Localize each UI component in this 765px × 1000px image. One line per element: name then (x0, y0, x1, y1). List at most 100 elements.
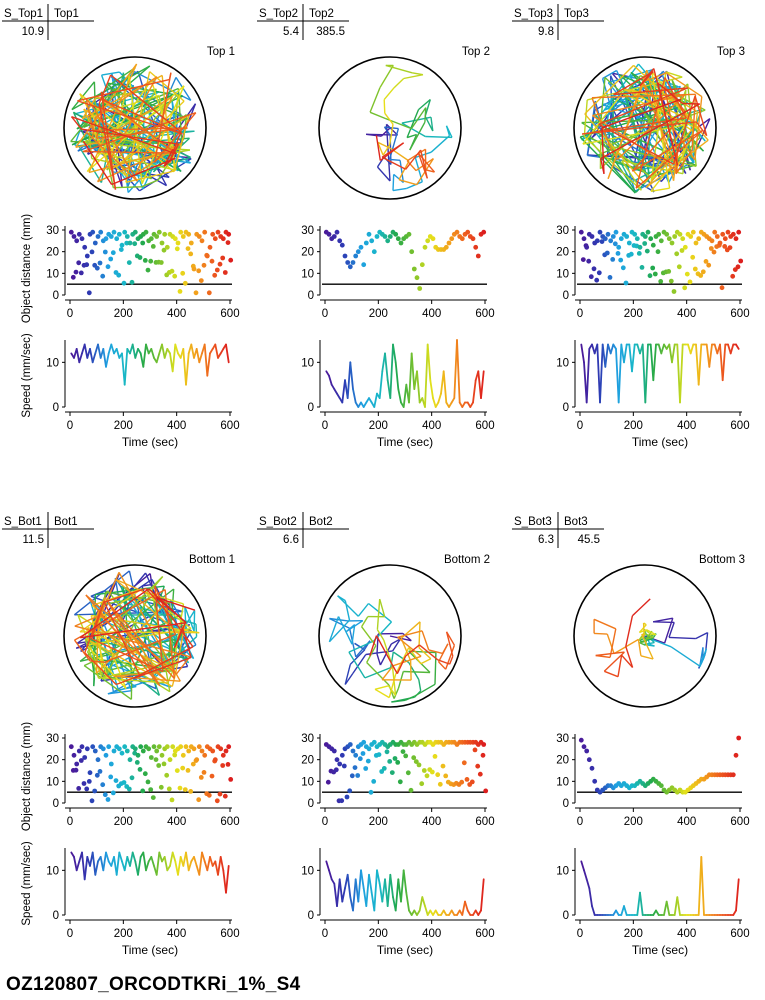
distance-point (398, 240, 404, 246)
speed-line-segment (102, 851, 107, 872)
distance-point (397, 779, 403, 785)
distance-point (720, 231, 726, 237)
distance-point (708, 246, 714, 251)
trajectory-segment (366, 662, 390, 686)
arena-boundary (573, 564, 717, 708)
trajectory-segment (607, 81, 645, 180)
distance-point (126, 260, 132, 265)
trajectory-segment (424, 107, 427, 123)
trajectory-segment (382, 144, 391, 156)
trajectory-segment (603, 143, 637, 193)
speed-line-segment (671, 343, 676, 364)
distance-point (706, 262, 712, 268)
trajectory-segment (383, 99, 386, 114)
arena-boundary (573, 56, 717, 200)
speed-line-segment (689, 343, 695, 355)
speed-line-segment (394, 361, 400, 391)
speed-y-tick-label: 10 (46, 865, 59, 877)
distance-point (220, 763, 226, 768)
distance-point (679, 248, 685, 253)
distance-point (150, 244, 156, 249)
distance-point (228, 257, 234, 263)
distance-y-label: Object distance (mm) (21, 722, 33, 831)
panel-top2: S_Top2 Top2 5.4 385.5 Top 2 0 10 20 30 0 200 400 600… (257, 4, 495, 449)
distance-x-tick-label: 400 (422, 816, 441, 828)
distance-point (589, 234, 595, 239)
speed-y-tick-label: 10 (301, 357, 314, 369)
speed-line-segment (97, 343, 102, 359)
distance-point (381, 766, 387, 771)
distance-point (642, 234, 648, 239)
distance-y-tick-label: 30 (46, 225, 59, 237)
distance-point (578, 229, 584, 235)
speed-line-segment (177, 856, 182, 876)
distance-point (74, 238, 80, 244)
trajectory-segment (91, 117, 96, 139)
trajectory-segment (420, 658, 432, 665)
distance-point (326, 231, 332, 237)
distance-point (222, 270, 228, 275)
trajectory-segment (376, 629, 385, 641)
trajectory-segment (85, 98, 95, 110)
distance-point (172, 752, 178, 758)
distance-point (446, 240, 452, 246)
distance-point (126, 786, 132, 792)
speed-x-tick-label: 600 (730, 420, 749, 432)
distance-point (207, 244, 213, 250)
distance-point (209, 258, 215, 264)
distance-point (599, 239, 605, 245)
distance-point (342, 253, 348, 259)
speed-line-segment (389, 343, 394, 400)
distance-point (355, 773, 361, 778)
speed-x-tick-label: 400 (167, 420, 186, 432)
distance-point (454, 229, 460, 235)
distance-point (214, 798, 220, 804)
speed-line-segment (679, 343, 684, 404)
distance-y-tick-label: 30 (556, 225, 569, 237)
distance-point (584, 748, 590, 754)
trajectory-group (366, 64, 453, 192)
speed-y-label: Speed (mm/sec) (21, 841, 33, 926)
trajectory-segment (579, 136, 636, 194)
trajectory-segment (87, 132, 138, 182)
distance-point (84, 746, 90, 752)
distance-point (188, 251, 194, 257)
speed-line-segment (190, 343, 195, 359)
speed-line-segment (735, 343, 740, 350)
distance-y-tick-label: 30 (301, 733, 314, 745)
trajectory-segment (151, 576, 164, 591)
speed-line-segment (346, 361, 352, 400)
distance-point (613, 229, 619, 235)
distance-point (736, 229, 742, 235)
speed-line-segment (198, 851, 203, 876)
distance-point (198, 278, 204, 283)
distance-point (371, 779, 377, 784)
trajectory-segment (73, 570, 130, 616)
trajectory-segment (646, 629, 657, 636)
trajectory-segment (406, 181, 423, 190)
distance-point (124, 748, 130, 754)
speed-line-segment (185, 352, 190, 386)
distance-point (106, 744, 112, 750)
distance-x-tick-label: 400 (422, 308, 441, 320)
distance-point (100, 273, 106, 279)
distance-point (190, 761, 196, 767)
trajectory-segment (392, 638, 402, 652)
trajectory-segment (79, 588, 142, 633)
speed-line-segment (193, 856, 198, 867)
arena-title: Top 2 (462, 46, 490, 58)
speed-line-segment (198, 352, 203, 364)
speed-line-segment (158, 851, 163, 863)
distance-point (658, 238, 664, 244)
trajectory-segment (668, 622, 675, 638)
distance-point (409, 249, 415, 255)
speed-x-tick-label: 0 (322, 420, 328, 432)
distance-point (87, 770, 93, 776)
speed-x-tick-label: 400 (422, 420, 441, 432)
speed-line-segment (341, 379, 346, 404)
trajectory-segment (390, 651, 394, 668)
distance-point (220, 752, 226, 758)
distance-point (110, 250, 116, 256)
distance-y-tick-label: 10 (46, 268, 59, 280)
